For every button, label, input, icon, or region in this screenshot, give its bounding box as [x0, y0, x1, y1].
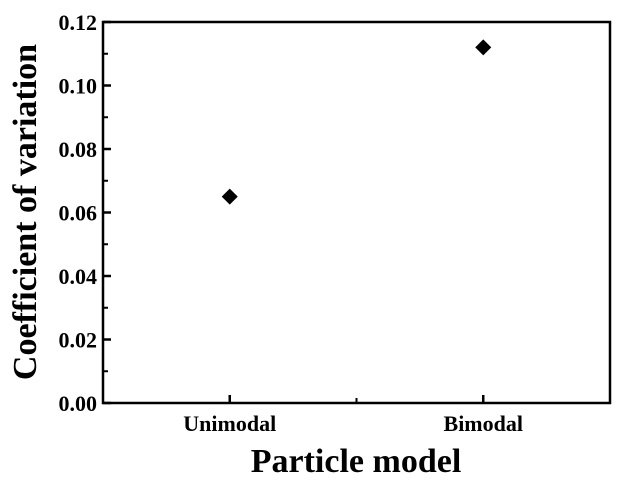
y-tick-label: 0.12 — [59, 10, 98, 35]
x-axis: Unimodal Bimodal — [183, 395, 523, 436]
x-tick-label: Bimodal — [444, 411, 523, 436]
data-point-unimodal — [221, 188, 238, 205]
y-tick-label: 0.02 — [59, 328, 98, 353]
y-tick-label: 0.00 — [59, 391, 98, 416]
data-point-bimodal — [475, 39, 492, 56]
y-axis: 0.00 0.02 0.04 0.06 0.08 0.10 0.12 — [59, 10, 111, 416]
plot-frame — [101, 20, 612, 405]
data-points — [221, 39, 492, 205]
y-tick-label: 0.08 — [59, 137, 98, 162]
y-tick-label: 0.06 — [59, 201, 98, 226]
y-axis-label: Coefficient of variation — [7, 44, 44, 380]
y-tick-label: 0.04 — [59, 264, 98, 289]
x-axis-label: Particle model — [251, 443, 462, 480]
x-tick-label: Unimodal — [183, 411, 276, 436]
y-tick-label: 0.10 — [59, 74, 98, 99]
